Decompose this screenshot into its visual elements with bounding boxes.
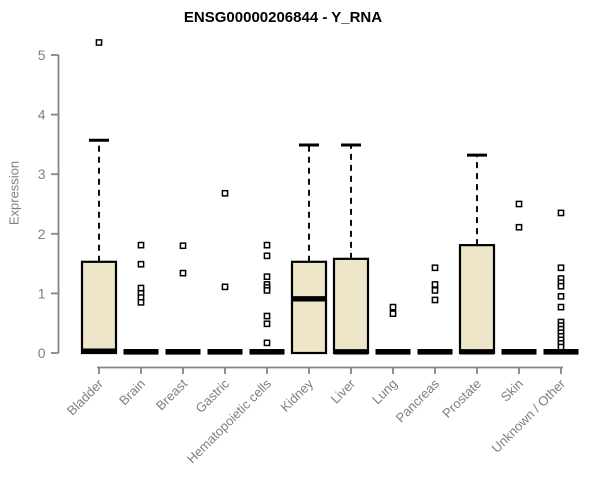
y-axis: 0 1 2 3 4 5 [38, 47, 60, 361]
outlier-point [431, 287, 439, 294]
outlier-point [95, 39, 103, 46]
box-group-lung [375, 303, 411, 355]
flat-median-bar [543, 349, 579, 355]
box-group-pancreas [417, 264, 453, 355]
outlier-point [263, 339, 271, 347]
y-tick-label-1: 1 [38, 285, 46, 301]
x-tick-label-unknown-other: Unknown / Other [489, 376, 569, 456]
x-tick-label-kidney: Kidney [277, 376, 316, 415]
y-tick-label-0: 0 [38, 345, 46, 361]
outlier-point [263, 320, 271, 328]
chart-title: ENSG00000206844 - Y_RNA [183, 9, 383, 26]
outlier-point [431, 281, 439, 288]
box-group-gastric [207, 189, 243, 355]
box-group-skin [501, 200, 537, 355]
outlier-point [263, 273, 271, 281]
flat-median-bar [249, 349, 285, 355]
x-tick-label-skin: Skin [498, 376, 526, 404]
x-tick-label-breast: Breast [153, 376, 190, 413]
outlier-point [137, 298, 145, 306]
outlier-point [179, 269, 187, 277]
y-tick-label-5: 5 [38, 47, 46, 63]
outlier-point [431, 264, 439, 272]
y-axis-title: Expression [6, 160, 22, 226]
flat-median-bar [207, 349, 243, 355]
outlier-point [557, 293, 565, 300]
iqr-box [80, 260, 118, 355]
outlier-point [137, 284, 145, 292]
outlier-point [263, 312, 271, 320]
flat-median-bar [501, 349, 537, 355]
box-group-bladder [80, 39, 118, 355]
outlier-point [137, 260, 145, 268]
box-group-breast [165, 242, 201, 355]
iqr-box [332, 257, 370, 355]
flat-median-bar [165, 349, 201, 355]
outlier-point [557, 303, 565, 311]
y-tick-label-2: 2 [38, 226, 46, 242]
x-tick-label-prostate: Prostate [439, 376, 484, 421]
outlier-point [431, 296, 439, 304]
x-tick-label-pancreas: Pancreas [393, 376, 443, 426]
outlier-point [221, 283, 229, 291]
x-tick-label-lung: Lung [369, 376, 400, 407]
outlier-point [557, 264, 565, 272]
outlier-point [263, 241, 271, 249]
box-group-kidney [290, 143, 328, 355]
y-tick-label-4: 4 [38, 107, 46, 123]
outlier-point [221, 189, 229, 197]
x-tick-label-liver: Liver [328, 376, 359, 407]
outlier-point [389, 303, 397, 311]
iqr-box [290, 260, 328, 355]
outlier-point [515, 223, 523, 231]
y-tick-label-3: 3 [38, 166, 46, 182]
outlier-point [515, 200, 523, 208]
x-tick-label-gastric: Gastric [192, 376, 232, 416]
outlier-point [557, 209, 565, 217]
outlier-point [137, 241, 145, 249]
box-group-liver [332, 143, 370, 355]
x-tick-label-brain: Brain [116, 376, 148, 408]
flat-median-bar [375, 349, 411, 355]
box-group-hematopoietic-cells [249, 241, 285, 355]
x-tick-label-bladder: Bladder [64, 376, 107, 419]
outlier-point [263, 287, 271, 294]
flat-median-bar [417, 349, 453, 355]
box-group-unknown-other [543, 209, 579, 355]
box-group-brain [123, 241, 159, 355]
outlier-point [179, 242, 187, 250]
outlier-point [557, 343, 565, 351]
outlier-point [263, 252, 271, 260]
outlier-point [389, 310, 397, 318]
iqr-box [458, 244, 496, 355]
box-group-prostate [458, 153, 496, 355]
outlier-point [557, 282, 565, 290]
flat-median-bar [123, 349, 159, 355]
